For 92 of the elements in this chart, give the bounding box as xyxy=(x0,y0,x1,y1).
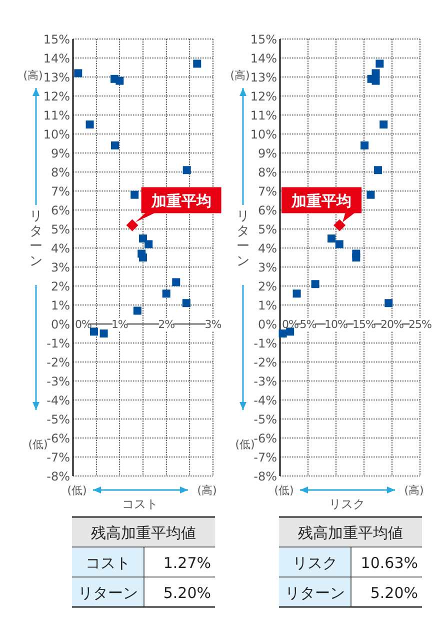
point xyxy=(366,190,375,199)
y-tick-label: -2% xyxy=(46,356,70,370)
point xyxy=(335,240,344,248)
text: (高) xyxy=(197,484,217,497)
y-tick-label: 5% xyxy=(50,222,70,236)
y-tick-label: -8% xyxy=(254,470,277,484)
y-tick-label: -2% xyxy=(254,356,277,370)
point xyxy=(380,120,388,128)
annotation: 加重平均 xyxy=(150,192,212,210)
text: (低) xyxy=(28,438,48,451)
y-tick-label: 12% xyxy=(250,90,277,104)
y-tick-label: 3% xyxy=(258,260,277,274)
annotation: 加重平均 xyxy=(290,192,352,210)
point xyxy=(384,299,393,308)
x-axis-title: コスト xyxy=(122,497,158,511)
text: 10.63% xyxy=(360,554,418,572)
y-tick-label: 2% xyxy=(258,280,277,294)
text: リターン xyxy=(285,584,345,602)
y-tick-label: 8% xyxy=(258,166,277,180)
text: リターン xyxy=(78,584,138,602)
text: 5.20% xyxy=(163,584,211,602)
y-tick-label: 11% xyxy=(43,108,70,122)
x-tick-label: 2% xyxy=(158,318,175,331)
text: (低) xyxy=(274,484,294,497)
y-tick-label: 2% xyxy=(50,280,70,294)
y-tick-label: -3% xyxy=(254,374,277,388)
y-tick-label: -4% xyxy=(46,394,70,408)
x-tick-label: 20% xyxy=(380,318,404,331)
y-tick-label: -5% xyxy=(46,412,70,426)
y-axis-title: リターン xyxy=(30,209,42,269)
y-tick-label: 15% xyxy=(250,32,277,46)
point xyxy=(278,330,287,338)
text: (高) xyxy=(230,69,250,82)
y-tick-label: 7% xyxy=(50,184,70,198)
y-tick-label: 15% xyxy=(43,32,70,46)
y-tick-label: -7% xyxy=(46,450,70,464)
y-tick-label: 4% xyxy=(50,242,70,256)
x-tick-label: 0% xyxy=(75,318,92,331)
y-tick-label: 13% xyxy=(43,70,70,84)
y-tick-label: -1% xyxy=(46,336,70,350)
x-tick-label: 1% xyxy=(111,318,128,331)
x-tick-label: 10% xyxy=(324,318,348,331)
text: (高) xyxy=(404,484,424,497)
y-tick-label: 6% xyxy=(258,204,277,218)
y-tick-label: 7% xyxy=(258,184,277,198)
x-tick-label: 15% xyxy=(352,318,376,331)
y-tick-label: 13% xyxy=(250,70,277,84)
y-tick-label: -4% xyxy=(254,394,277,408)
y-tick-label: 10% xyxy=(43,128,70,142)
y-tick-label: -3% xyxy=(46,374,70,388)
y-tick-label: 4% xyxy=(258,242,277,256)
text: (低) xyxy=(67,484,87,497)
point xyxy=(360,141,369,150)
point xyxy=(311,280,320,288)
y-tick-label: 6% xyxy=(50,204,70,218)
y-tick-label: 12% xyxy=(43,90,70,104)
y-tick-label: -5% xyxy=(254,412,277,426)
y-tick-label: 8% xyxy=(50,166,70,180)
y-axis-title: リターン xyxy=(236,209,250,269)
y-tick-label: -6% xyxy=(254,432,277,446)
y-tick-label: 14% xyxy=(43,52,70,66)
y-tick-label: 10% xyxy=(250,128,277,142)
y-tick-label: 1% xyxy=(50,298,70,312)
y-tick-label: -8% xyxy=(46,470,70,484)
x-tick-label: 0% xyxy=(282,318,298,331)
text: (高) xyxy=(23,69,43,82)
y-tick-label: -6% xyxy=(46,432,70,446)
text: 残高加重平均値 xyxy=(298,524,403,542)
x-tick-label: 5% xyxy=(300,318,316,331)
point xyxy=(292,290,301,298)
y-tick-label: 3% xyxy=(50,260,70,274)
x-tick-label: 25% xyxy=(408,318,432,331)
y-tick-label: -1% xyxy=(254,336,277,350)
point xyxy=(376,60,384,68)
text: 残高加重平均値 xyxy=(91,524,196,542)
point xyxy=(374,166,382,174)
y-tick-label: 9% xyxy=(50,146,70,160)
x-axis-title: リスク xyxy=(329,497,365,511)
y-tick-label: 5% xyxy=(258,222,277,236)
text: 1.27% xyxy=(163,554,211,572)
y-tick-label: 9% xyxy=(258,146,277,160)
point xyxy=(352,254,360,262)
text: コスト xyxy=(86,554,130,572)
y-tick-label: 11% xyxy=(250,108,277,122)
x-tick-label: 3% xyxy=(204,318,222,331)
y-tick-label: -7% xyxy=(254,450,277,464)
y-tick-label: 1% xyxy=(258,298,277,312)
point xyxy=(328,234,336,242)
y-tick-label: 14% xyxy=(250,52,277,66)
text: 5.20% xyxy=(370,584,418,602)
text: リスク xyxy=(292,554,338,572)
text: (低) xyxy=(235,438,255,451)
